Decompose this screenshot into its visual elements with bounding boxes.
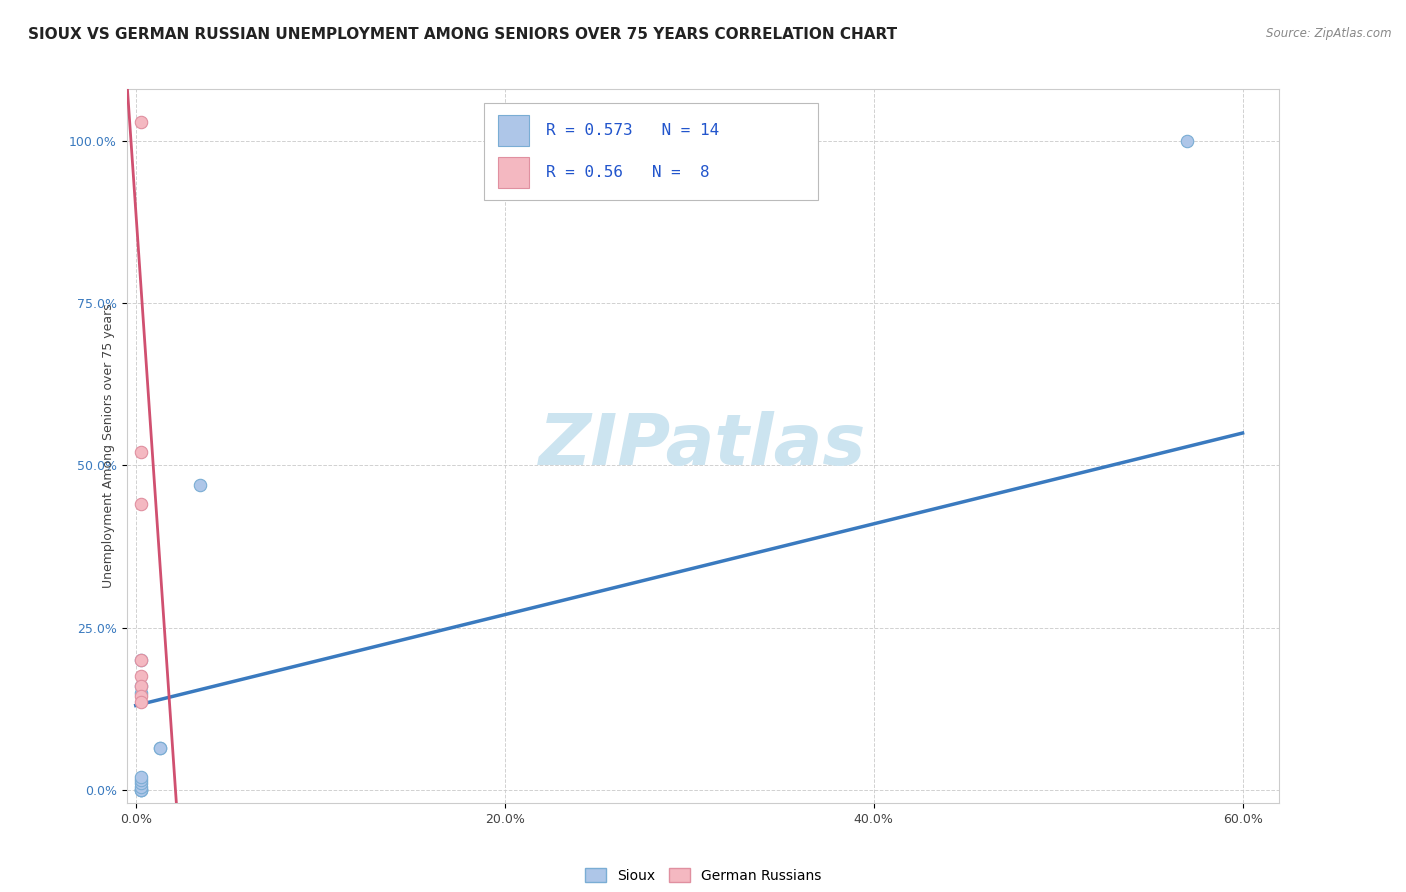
Point [149,740,172,755]
Point [129,497,152,511]
Point [129,780,152,794]
Text: SIOUX VS GERMAN RUSSIAN UNEMPLOYMENT AMONG SENIORS OVER 75 YEARS CORRELATION CHA: SIOUX VS GERMAN RUSSIAN UNEMPLOYMENT AMO… [28,27,897,42]
Point [129,773,152,788]
Text: ZIPatlas: ZIPatlas [540,411,866,481]
Point [129,770,152,784]
Point [129,445,152,459]
Point [129,679,152,693]
Point [129,653,152,667]
Point [129,782,152,797]
Point [188,478,211,492]
Point [129,653,152,667]
Point [149,740,172,755]
Point [129,669,152,683]
Point [129,685,152,699]
Point [129,782,152,797]
Point [129,782,152,797]
Point [129,776,152,790]
Text: Source: ZipAtlas.com: Source: ZipAtlas.com [1267,27,1392,40]
Text: R = 0.56   N =  8: R = 0.56 N = 8 [546,165,710,180]
Legend: Sioux, German Russians: Sioux, German Russians [579,863,827,888]
Point [129,689,152,703]
Y-axis label: Unemployment Among Seniors over 75 years: Unemployment Among Seniors over 75 years [103,303,115,589]
Point [1175,134,1198,148]
Point [129,679,152,693]
Point [129,114,152,128]
Text: R = 0.573   N = 14: R = 0.573 N = 14 [546,123,718,138]
Point [129,695,152,709]
